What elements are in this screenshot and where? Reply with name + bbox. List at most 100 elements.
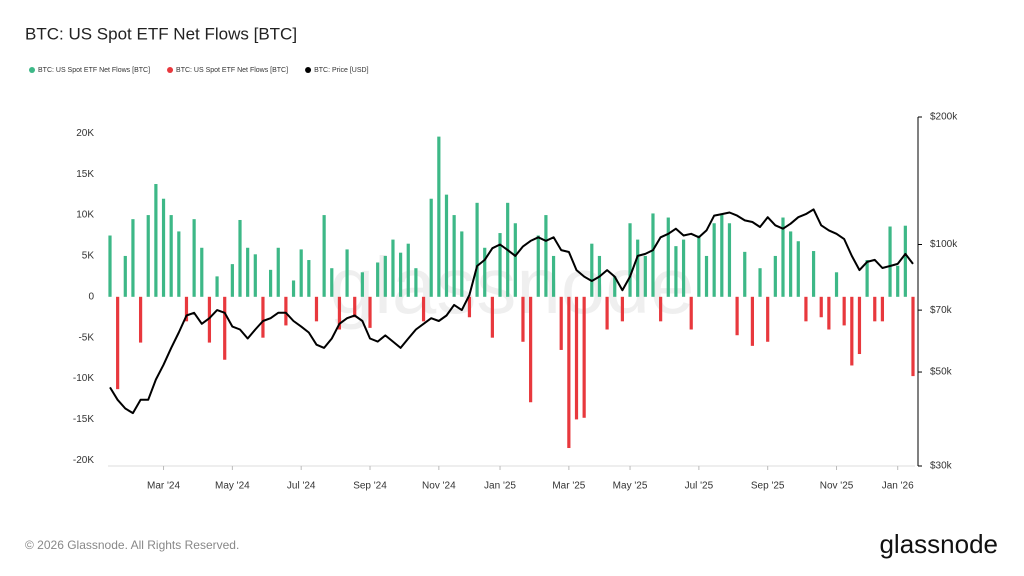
bar bbox=[345, 249, 349, 297]
bar bbox=[192, 219, 196, 297]
bar bbox=[383, 255, 387, 297]
bar bbox=[567, 296, 571, 449]
legend-marker bbox=[167, 67, 174, 73]
bar bbox=[804, 296, 808, 322]
bar bbox=[896, 265, 900, 297]
x-tick-label: May '25 bbox=[613, 481, 648, 492]
bar bbox=[483, 247, 487, 297]
y2-tick-label: $70k bbox=[930, 305, 953, 316]
x-tick-label: Jul '25 bbox=[685, 481, 714, 492]
bar bbox=[544, 215, 548, 297]
bar bbox=[467, 296, 472, 318]
price-line bbox=[109, 208, 914, 415]
bar bbox=[735, 296, 739, 336]
bar bbox=[712, 223, 716, 297]
bar bbox=[131, 219, 135, 297]
bar bbox=[337, 296, 342, 330]
x-tick-label: Nov '24 bbox=[422, 481, 456, 492]
bar bbox=[796, 241, 800, 297]
bar bbox=[773, 255, 777, 297]
y-tick-label: 20K bbox=[76, 128, 94, 139]
bar bbox=[490, 296, 494, 338]
bar bbox=[444, 194, 449, 297]
bar bbox=[720, 213, 724, 297]
bar bbox=[666, 217, 670, 297]
y2-tick-label: $200k bbox=[930, 112, 958, 123]
watermark: glassnode bbox=[330, 241, 695, 330]
bar bbox=[460, 231, 464, 297]
bar bbox=[429, 198, 433, 297]
bar bbox=[230, 264, 234, 297]
bar bbox=[704, 255, 709, 297]
bar bbox=[529, 296, 533, 403]
bar bbox=[574, 296, 579, 420]
bar bbox=[391, 239, 395, 297]
bar bbox=[116, 296, 120, 390]
x-tick-label: Mar '25 bbox=[552, 481, 585, 492]
bar bbox=[299, 249, 303, 297]
bar bbox=[322, 215, 326, 297]
bar bbox=[590, 243, 594, 297]
bar bbox=[811, 251, 816, 297]
legend-marker bbox=[305, 67, 312, 73]
bar bbox=[727, 223, 732, 297]
bar bbox=[865, 260, 869, 297]
bar bbox=[399, 252, 403, 297]
bar bbox=[789, 231, 793, 297]
bar bbox=[108, 235, 112, 297]
bar bbox=[284, 296, 288, 326]
x-tick-label: Jul '24 bbox=[287, 481, 316, 492]
bar bbox=[238, 219, 242, 297]
bar bbox=[758, 268, 762, 297]
copyright: © 2026 Glassnode. All Rights Reserved. bbox=[25, 538, 239, 552]
chart-title: BTC: US Spot ETF Net Flows [BTC] bbox=[25, 24, 297, 43]
bar bbox=[834, 272, 839, 297]
bar bbox=[842, 296, 846, 326]
bar bbox=[246, 247, 250, 297]
y-tick-label: 0 bbox=[88, 291, 94, 302]
bar bbox=[689, 296, 693, 330]
bar bbox=[421, 296, 426, 322]
bar bbox=[475, 202, 479, 297]
x-tick-label: Jan '26 bbox=[882, 481, 914, 492]
x-tick-label: Nov '25 bbox=[820, 481, 854, 492]
bar bbox=[750, 296, 754, 346]
bar bbox=[743, 251, 747, 297]
bar bbox=[276, 247, 280, 297]
logo: glassnode bbox=[879, 529, 998, 559]
legend-label: BTC: US Spot ETF Net Flows [BTC] bbox=[176, 67, 288, 74]
bar bbox=[207, 296, 212, 343]
x-tick-label: Sep '24 bbox=[353, 481, 387, 492]
y2-tick-label: $50k bbox=[930, 367, 953, 378]
legend-label: BTC: US Spot ETF Net Flows [BTC] bbox=[38, 67, 150, 74]
bar bbox=[291, 280, 296, 297]
bar bbox=[582, 296, 586, 418]
bar bbox=[857, 296, 862, 355]
bar bbox=[360, 272, 364, 297]
bar bbox=[123, 255, 127, 297]
bar bbox=[911, 296, 915, 377]
bar bbox=[161, 198, 166, 297]
y-tick-label: 15K bbox=[76, 169, 94, 180]
y-tick-label: 10K bbox=[76, 210, 94, 221]
bar bbox=[177, 231, 181, 297]
bar bbox=[628, 223, 632, 297]
bar bbox=[651, 213, 655, 297]
bar bbox=[643, 255, 647, 297]
x-tick-label: Mar '24 bbox=[147, 481, 180, 492]
bar bbox=[184, 296, 189, 322]
y-tick-label: -15K bbox=[73, 414, 94, 425]
bar bbox=[605, 296, 609, 330]
bar bbox=[368, 296, 372, 328]
bar bbox=[681, 239, 686, 297]
bar bbox=[521, 296, 525, 342]
y-tick-label: 5K bbox=[82, 251, 95, 262]
x-tick-label: Jan '25 bbox=[484, 481, 516, 492]
bar bbox=[452, 215, 456, 297]
y-tick-label: -10K bbox=[73, 373, 94, 384]
bar bbox=[551, 255, 556, 297]
bar bbox=[146, 215, 150, 297]
bar bbox=[498, 233, 502, 297]
bar bbox=[138, 296, 143, 343]
